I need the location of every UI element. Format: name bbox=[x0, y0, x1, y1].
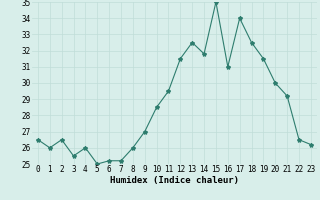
X-axis label: Humidex (Indice chaleur): Humidex (Indice chaleur) bbox=[110, 176, 239, 185]
